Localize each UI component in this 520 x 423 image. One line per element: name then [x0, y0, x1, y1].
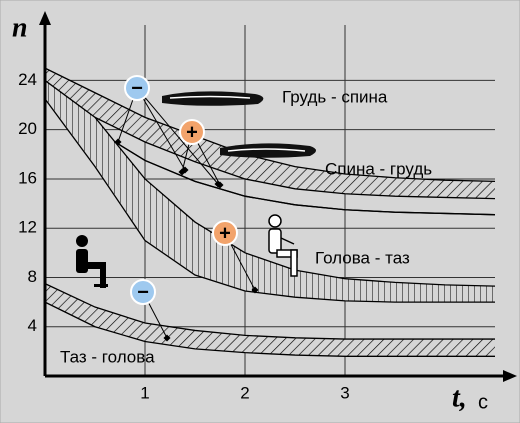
annotation-sign: −	[137, 281, 149, 303]
pointer-dot	[163, 334, 171, 342]
y-axis-label: n	[12, 12, 28, 43]
band-lower	[44, 92, 496, 216]
y-axis-arrow	[39, 11, 51, 25]
seated-figure-left	[76, 235, 108, 288]
pointer-dot	[178, 168, 186, 176]
x-tick-label: 2	[240, 383, 249, 402]
annotation-circle	[212, 220, 238, 246]
pointer-line	[136, 87, 219, 185]
series-label: Грудь - спина	[282, 87, 388, 106]
y-tick-label: 4	[28, 316, 37, 335]
series-label: Голова - таз	[315, 248, 410, 267]
band-upper	[44, 79, 496, 287]
x-tick-label: 3	[340, 383, 349, 402]
pointer-dot	[251, 286, 259, 294]
y-tick-label: 16	[18, 168, 37, 187]
annotation-circle	[179, 119, 205, 145]
series-label: Таз - голова	[60, 347, 155, 366]
lying-figure-2	[220, 143, 316, 158]
x-tick-label: 1	[140, 383, 149, 402]
annotation-sign: −	[131, 77, 143, 99]
band-area	[45, 80, 495, 303]
y-tick-label: 20	[18, 119, 37, 138]
band-lower	[44, 86, 496, 200]
annotation-sign: +	[219, 222, 231, 244]
band-upper	[44, 283, 495, 340]
seated-figure-right	[268, 214, 298, 277]
band-area	[45, 283, 495, 357]
band-lower	[44, 301, 495, 357]
annotation-circle	[124, 75, 150, 101]
pointer-dot	[114, 138, 122, 146]
x-axis-arrow	[503, 370, 517, 382]
annotation-sign: +	[186, 121, 198, 143]
pointer-line	[136, 87, 186, 171]
annotation-circle	[130, 279, 156, 305]
lying-figure-1	[162, 91, 264, 106]
y-tick-label: 12	[18, 218, 37, 237]
y-tick-label: 24	[18, 70, 37, 89]
series-label: Спина - грудь	[325, 159, 432, 178]
x-axis-unit: с	[478, 391, 488, 413]
y-tick-label: 8	[28, 267, 37, 286]
band-area	[45, 68, 495, 199]
band-upper	[44, 67, 496, 183]
x-axis-label: t,	[452, 382, 467, 413]
band-lower	[44, 98, 495, 303]
pointer-dot	[216, 181, 224, 189]
